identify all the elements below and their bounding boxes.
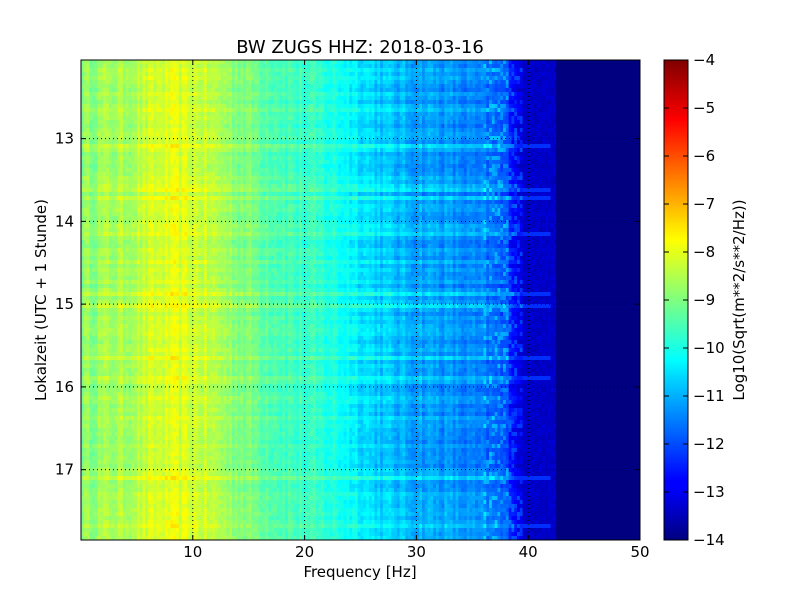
heatmap-area [81,60,641,541]
chart-title: BW ZUGS HHZ: 2018-03-16 [236,37,484,58]
